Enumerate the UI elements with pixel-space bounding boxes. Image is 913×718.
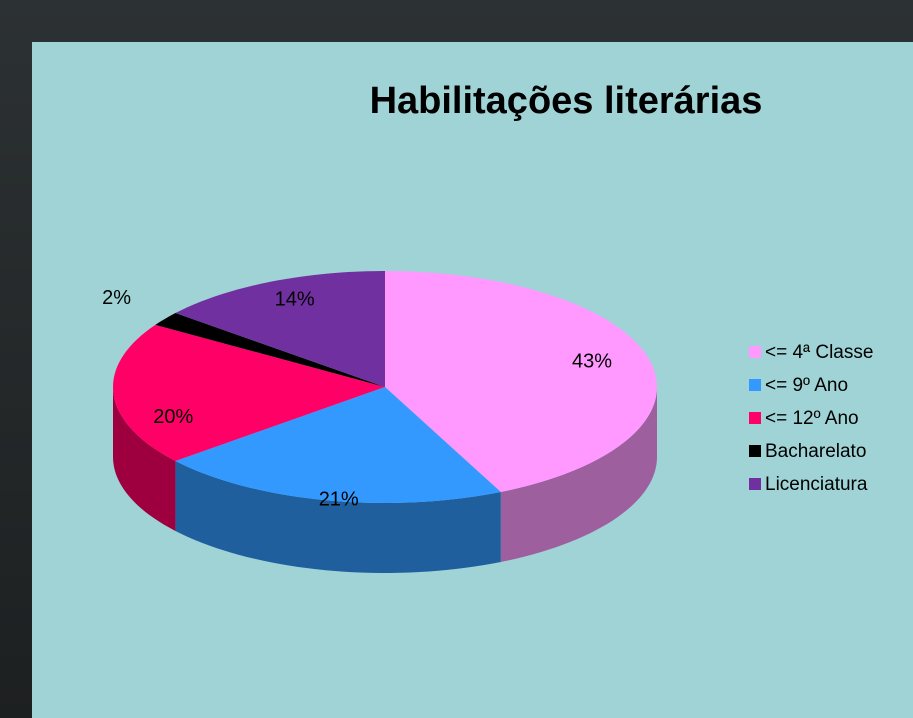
pie-slice xyxy=(385,271,657,562)
legend-swatch xyxy=(749,346,761,358)
data-label: 14% xyxy=(275,288,315,310)
legend-swatch xyxy=(749,412,761,424)
data-label: 43% xyxy=(572,351,612,373)
slice-top xyxy=(175,271,385,387)
legend-label: <= 4ª Classe xyxy=(765,342,873,363)
slice-top xyxy=(155,313,385,387)
data-label: 2% xyxy=(102,287,131,309)
legend-label: <= 9º Ano xyxy=(765,375,848,396)
legend-label: Licenciatura xyxy=(765,474,868,495)
legend-swatch xyxy=(749,478,761,490)
legend-label: Bacharelato xyxy=(765,441,866,462)
slice-side xyxy=(175,460,501,573)
legend: <= 4ª Classe <= 9º Ano <= 12º Ano Bacharela… xyxy=(749,342,873,495)
pie-slice xyxy=(175,271,385,387)
slice-top xyxy=(385,271,657,492)
legend-label: <= 12º Ano xyxy=(765,408,859,429)
legend-swatch xyxy=(749,445,761,457)
data-label: 21% xyxy=(319,489,359,511)
slice-side xyxy=(500,387,657,562)
legend-swatch xyxy=(749,379,761,391)
chart-title: Habilitações literárias xyxy=(370,80,763,122)
slice-top xyxy=(175,387,501,503)
slice-top xyxy=(113,324,385,461)
pie-slice xyxy=(113,324,385,531)
pie-slice xyxy=(175,387,501,573)
slice-side xyxy=(113,387,176,531)
pie-slice xyxy=(155,313,385,387)
pie: 43% 21% 20% 2% 14% xyxy=(102,271,657,573)
data-label: 20% xyxy=(153,406,193,428)
